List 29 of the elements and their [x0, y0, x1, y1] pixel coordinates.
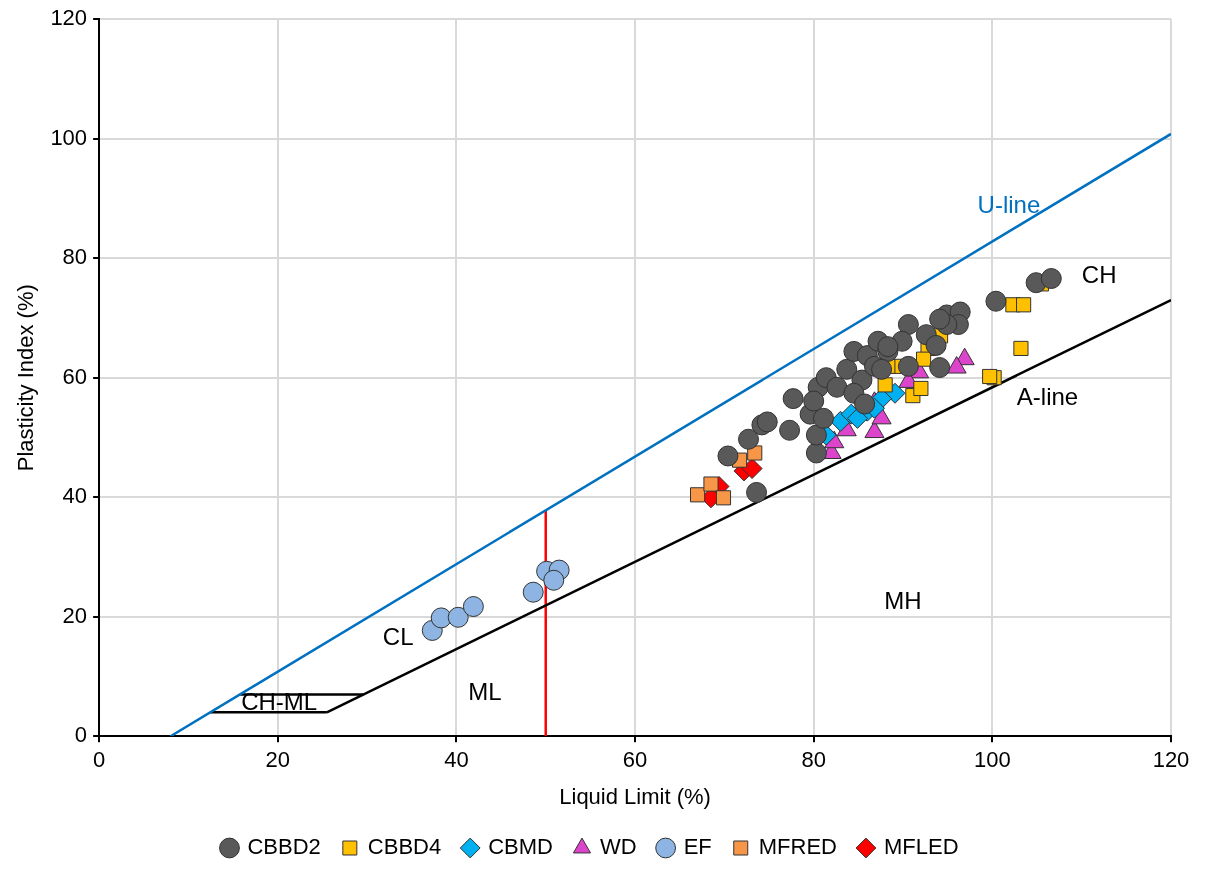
series-label: U-line	[977, 190, 1041, 218]
legend-label: WD	[599, 834, 637, 860]
x-tick-label: 20	[265, 747, 290, 773]
annotation: CL	[382, 622, 414, 650]
annotation: CH	[1081, 260, 1117, 288]
annotation: MH	[884, 586, 922, 614]
legend-label: CBBD4	[367, 834, 442, 860]
legend-label: CBMD	[488, 834, 553, 860]
y-axis-title: Plasticity Index (%)	[13, 284, 39, 472]
x-tick-label: 120	[1152, 747, 1190, 773]
x-tick-label: 0	[92, 747, 106, 773]
y-tick-label: 0	[74, 722, 88, 748]
series-label: A-line	[1016, 382, 1079, 410]
annotation: ML	[468, 677, 502, 705]
y-tick-label: 120	[50, 5, 88, 31]
y-tick-label: 80	[62, 244, 88, 270]
x-tick-label: 80	[801, 747, 826, 773]
x-tick-label: 100	[973, 747, 1011, 773]
legend-label: CBBD2	[247, 834, 321, 860]
x-tick-label: 40	[444, 747, 469, 773]
y-tick-label: 40	[62, 483, 88, 509]
y-tick-label: 100	[50, 124, 88, 150]
legend-label: MFRED	[758, 834, 837, 860]
y-tick-label: 60	[62, 363, 88, 389]
x-tick-label: 60	[622, 747, 648, 773]
legend-label: MFLED	[883, 834, 959, 860]
y-tick-label: 20	[62, 602, 88, 628]
legend-label: EF	[683, 834, 712, 860]
x-axis-title: Liquid Limit (%)	[559, 783, 711, 809]
